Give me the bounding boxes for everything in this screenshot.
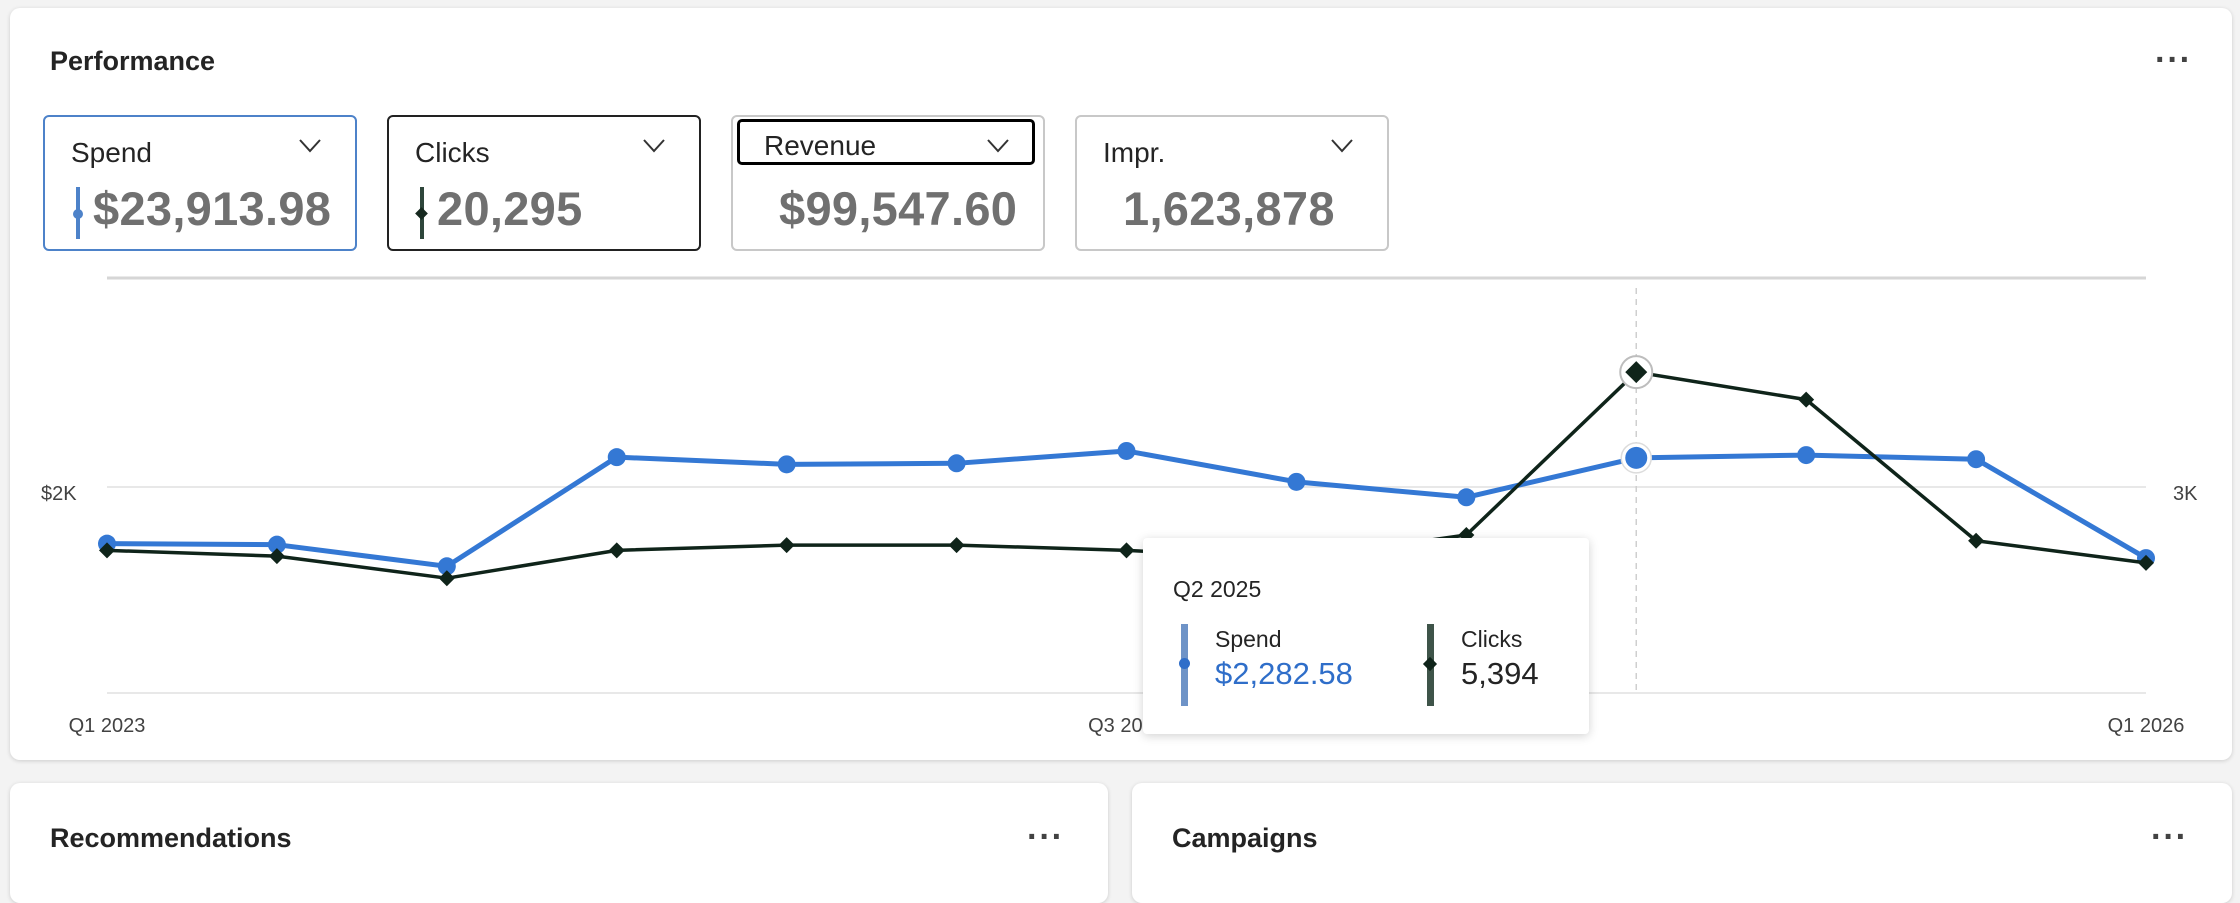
tooltip-title: Q2 2025 xyxy=(1173,576,1262,602)
data-point-spend xyxy=(1967,450,1986,469)
data-point-clicks xyxy=(1798,391,1815,408)
data-point-clicks xyxy=(1968,532,1985,549)
data-point-spend xyxy=(1287,472,1306,491)
metric-card-revenue[interactable]: Revenue $99,547.60 xyxy=(731,115,1045,251)
tooltip-spend-label: Spend xyxy=(1215,626,1282,652)
campaigns-card: Campaigns ··· xyxy=(1132,783,2232,903)
chart-tooltip: Q2 2025 Spend $2,282.58 Clicks 5,394 xyxy=(1143,538,1589,734)
metric-label-revenue: Revenue xyxy=(737,119,1035,165)
tooltip-clicks-value: 5,394 xyxy=(1461,656,1539,691)
metric-label-spend: Spend xyxy=(71,137,152,168)
data-point-spend xyxy=(1797,446,1816,465)
data-point-clicks xyxy=(268,548,285,565)
metric-label-revenue-text: Revenue xyxy=(764,130,877,161)
metric-label-clicks: Clicks xyxy=(415,137,490,168)
chevron-down-icon[interactable] xyxy=(987,139,1009,153)
spend-series-swatch-icon xyxy=(73,187,83,239)
campaigns-title: Campaigns xyxy=(1172,823,1318,853)
performance-more-icon[interactable]: ··· xyxy=(2155,41,2192,79)
chevron-down-icon[interactable] xyxy=(299,139,321,153)
data-point-clicks xyxy=(608,542,625,559)
data-point-clicks xyxy=(778,537,795,554)
tooltip-clicks-label: Clicks xyxy=(1461,626,1523,652)
metric-card-clicks[interactable]: Clicks 20,295 xyxy=(387,115,701,251)
metric-value-clicks: 20,295 xyxy=(437,182,583,235)
spend-series-swatch-icon xyxy=(1179,624,1190,706)
x-tick-label: Q1 2026 xyxy=(2108,715,2185,737)
chevron-down-icon[interactable] xyxy=(643,139,665,153)
data-point-clicks xyxy=(1118,542,1135,559)
tooltip-spend-value: $2,282.58 xyxy=(1215,656,1353,691)
metric-card-spend[interactable]: Spend $23,913.98 xyxy=(43,115,357,251)
performance-card: $2K 3K Q1 2023 Q3 2024 Q1 2026 Performance ·… xyxy=(10,8,2232,760)
data-point-spend xyxy=(777,455,796,474)
chevron-down-icon[interactable] xyxy=(1331,139,1353,153)
clicks-series-swatch-icon xyxy=(420,187,424,239)
metric-card-impressions[interactable]: Impr. 1,623,878 xyxy=(1075,115,1389,251)
data-point-spend xyxy=(437,557,456,576)
data-point-spend xyxy=(267,535,286,554)
y-right-tick-label: 3K xyxy=(2173,483,2198,505)
data-point-spend xyxy=(947,454,966,473)
y-left-tick-label: $2K xyxy=(41,483,77,505)
performance-title: Performance xyxy=(50,46,216,76)
data-point-clicks xyxy=(948,537,965,554)
data-point-spend xyxy=(607,448,626,467)
recommendations-card: Recommendations ··· xyxy=(10,783,1108,903)
x-tick-label: Q1 2023 xyxy=(69,715,146,737)
metric-value-impressions: 1,623,878 xyxy=(1123,182,1335,235)
recommendations-more-icon[interactable]: ··· xyxy=(1027,818,1064,856)
campaigns-more-icon[interactable]: ··· xyxy=(2151,818,2188,856)
recommendations-title: Recommendations xyxy=(50,823,292,853)
metric-value-revenue: $99,547.60 xyxy=(779,182,1018,235)
metric-label-impressions: Impr. xyxy=(1103,137,1166,168)
data-point-spend xyxy=(1625,446,1648,469)
clicks-series-swatch-icon xyxy=(1427,624,1434,706)
data-point-clicks xyxy=(438,570,455,587)
data-point-spend xyxy=(1457,488,1476,507)
metric-value-spend: $23,913.98 xyxy=(93,182,332,235)
data-point-spend xyxy=(1117,441,1136,460)
